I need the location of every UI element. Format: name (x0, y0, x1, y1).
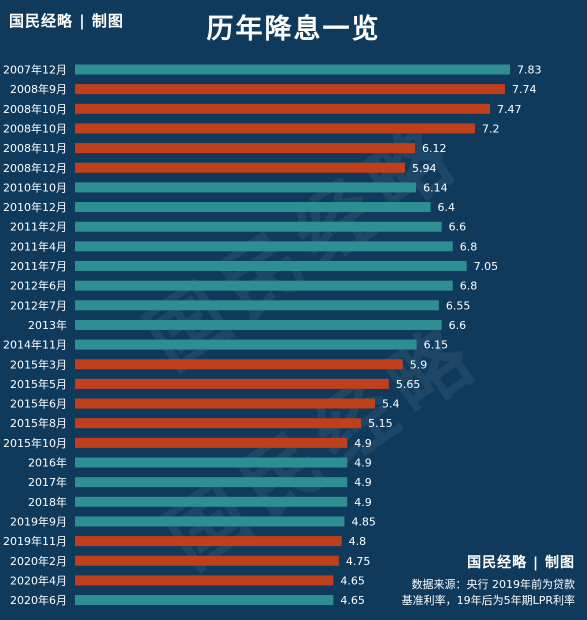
category-label: 2015年5月 (10, 377, 67, 391)
category-label: 2018年 (28, 495, 67, 509)
bar (75, 457, 348, 468)
value-label: 6.6 (449, 221, 467, 234)
category-label: 2012年6月 (10, 279, 67, 293)
value-label: 7.47 (497, 103, 522, 116)
value-label: 4.9 (354, 476, 372, 489)
value-label: 6.8 (460, 280, 478, 293)
category-label: 2012年7月 (10, 298, 67, 312)
category-label: 2017年 (28, 475, 67, 489)
category-label: 2020年2月 (10, 554, 67, 568)
category-label: 2013年 (28, 318, 67, 332)
bar (75, 221, 442, 232)
bar (75, 418, 362, 429)
bar (75, 536, 342, 547)
value-label: 4.65 (340, 594, 365, 607)
bar (75, 398, 375, 409)
bar (75, 241, 453, 252)
value-label: 7.05 (474, 260, 499, 273)
source-line-2: 基准利率，19年后为5年期LPR利率 (401, 594, 575, 607)
source-note: 数据来源：央行 2019年前为贷款 基准利率，19年后为5年期LPR利率 (402, 577, 575, 609)
category-label: 2015年3月 (10, 357, 67, 371)
value-label: 4.75 (346, 555, 371, 568)
value-label: 5.94 (412, 162, 437, 175)
bar (75, 103, 490, 114)
category-label: 2016年 (28, 456, 67, 470)
bar (75, 182, 417, 193)
category-label: 2008年11月 (3, 141, 67, 155)
bar (75, 437, 348, 448)
value-label: 6.8 (460, 240, 478, 253)
bar (75, 84, 505, 95)
value-label: 6.12 (422, 142, 447, 155)
page-title: 历年降息一览 (206, 14, 381, 45)
bar (75, 496, 348, 507)
bar (75, 477, 348, 488)
bar (75, 280, 453, 291)
category-label: 2011年7月 (10, 259, 67, 273)
brand-footer: 国民经略 | 制图 (467, 555, 575, 571)
category-label: 2014年11月 (3, 338, 67, 352)
bar (75, 162, 405, 173)
value-label: 7.2 (482, 122, 500, 135)
value-label: 4.65 (340, 574, 365, 587)
bar (75, 555, 339, 566)
value-label: 4.9 (354, 437, 372, 450)
source-line-1: 数据来源：央行 2019年前为贷款 (411, 578, 576, 591)
category-label: 2015年10月 (3, 436, 67, 450)
value-label: 7.83 (517, 64, 542, 77)
category-label: 2008年9月 (10, 82, 67, 96)
category-label: 2007年12月 (3, 63, 67, 77)
category-label: 2011年2月 (10, 220, 67, 234)
value-label: 7.74 (512, 83, 537, 96)
bar (75, 261, 467, 271)
brand-header: 国民经略 | 制图 (9, 12, 124, 30)
bar (75, 202, 431, 213)
value-label: 5.9 (410, 358, 428, 371)
bar (75, 123, 475, 134)
category-label: 2010年12月 (3, 200, 67, 214)
bar (75, 143, 415, 154)
bar (75, 319, 442, 330)
category-label: 2020年4月 (10, 573, 67, 587)
value-label: 6.55 (446, 299, 471, 312)
value-label: 6.4 (438, 201, 456, 214)
bar (75, 575, 334, 586)
value-label: 6.15 (424, 339, 449, 352)
value-label: 6.6 (449, 319, 467, 332)
bar (75, 595, 334, 606)
value-label: 4.9 (354, 496, 372, 509)
bar (75, 64, 510, 75)
value-label: 5.65 (396, 378, 421, 391)
value-label: 4.9 (354, 457, 372, 470)
value-label: 5.4 (382, 398, 400, 411)
category-label: 2010年10月 (3, 180, 67, 194)
category-label: 2019年9月 (10, 514, 67, 528)
category-label: 2015年6月 (10, 397, 67, 411)
bar (75, 339, 417, 350)
bar (75, 300, 439, 311)
value-label: 6.14 (423, 181, 448, 194)
category-label: 2015年8月 (10, 416, 67, 430)
value-label: 4.8 (349, 535, 367, 548)
category-label: 2011年4月 (10, 239, 67, 253)
category-label: 2008年10月 (3, 121, 67, 135)
category-label: 2020年6月 (10, 593, 67, 607)
category-label: 2019年11月 (3, 534, 67, 548)
value-label: 4.85 (351, 515, 376, 528)
category-label: 2008年10月 (3, 102, 67, 116)
category-label: 2008年12月 (3, 161, 67, 175)
bar (75, 359, 403, 370)
bar (75, 378, 389, 389)
bar (75, 516, 345, 527)
value-label: 5.15 (368, 417, 393, 430)
